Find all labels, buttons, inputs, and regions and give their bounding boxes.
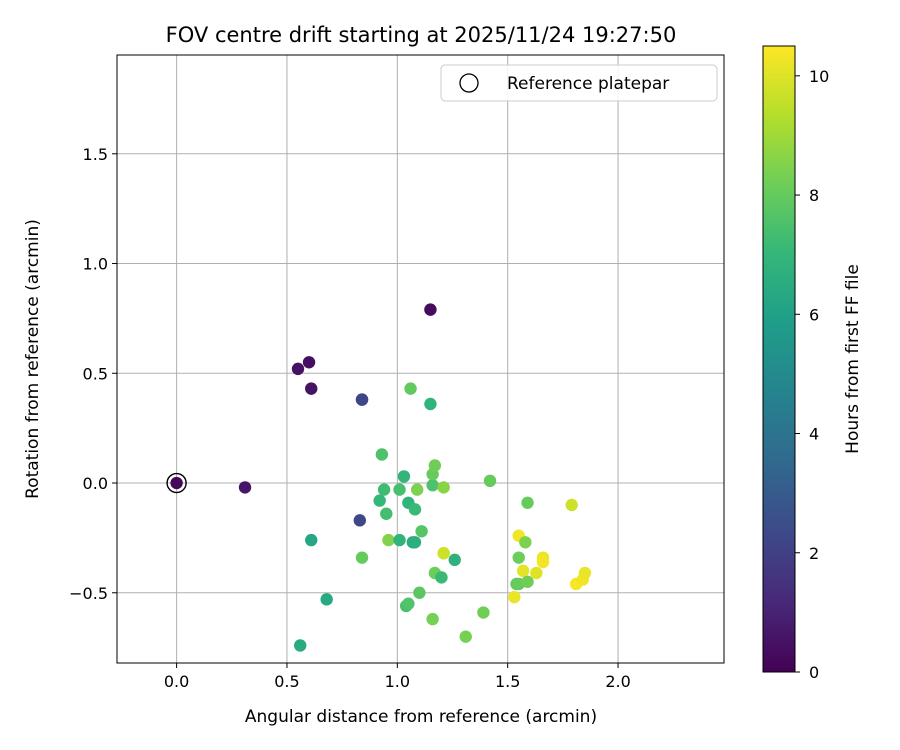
- data-point: [291, 362, 305, 376]
- colorbar-tick-label: 10: [809, 67, 829, 86]
- data-point: [410, 483, 424, 496]
- colorbar-tick-label: 4: [809, 425, 819, 444]
- data-point: [508, 590, 521, 604]
- data-point: [402, 597, 415, 610]
- data-point: [512, 551, 525, 564]
- legend-label-reference: Reference platepar: [507, 74, 669, 94]
- data-point: [448, 553, 461, 567]
- data-point: [355, 393, 369, 406]
- data-point: [424, 303, 437, 316]
- legend-marker-reference: [459, 73, 479, 93]
- data-point: [516, 564, 530, 578]
- data-point: [426, 479, 439, 492]
- data-point: [238, 481, 252, 494]
- data-point: [380, 507, 393, 520]
- legend-box: [440, 64, 718, 102]
- chart-title: FOV centre drift starting at 2025/11/24 …: [166, 23, 677, 47]
- data-point: [413, 586, 426, 599]
- y-tick-label: 1.0: [83, 255, 108, 274]
- y-tick-label: 0.5: [83, 364, 108, 383]
- colorbar: [762, 45, 796, 673]
- data-point: [426, 612, 439, 626]
- data-point: [375, 448, 389, 461]
- data-point: [404, 382, 417, 395]
- data-point: [320, 593, 333, 606]
- data-point: [459, 630, 472, 643]
- colorbar-tick-label: 2: [809, 544, 819, 563]
- data-point: [302, 356, 316, 369]
- scatter-points: [166, 303, 592, 652]
- data-point: [521, 496, 534, 509]
- data-point: [519, 536, 532, 549]
- data-point: [435, 571, 448, 584]
- legend: Reference platepar: [440, 64, 718, 102]
- colorbar-tick-label: 6: [809, 305, 819, 324]
- data-point: [373, 494, 386, 507]
- x-tick-label: 2.0: [605, 672, 630, 691]
- data-point: [382, 533, 395, 547]
- data-point: [353, 514, 366, 527]
- data-point: [415, 525, 428, 538]
- data-point: [393, 533, 406, 547]
- y-tick-label: 0.0: [83, 474, 108, 493]
- data-point: [483, 474, 497, 488]
- plot-frame: [116, 54, 725, 664]
- data-point: [408, 503, 422, 516]
- data-point: [408, 536, 422, 549]
- data-point: [170, 476, 183, 490]
- axes: 0.0 0.5 1.0 1.5 2.0 −0.5 0.0 0.5 1.0 1.5: [69, 145, 631, 691]
- data-point: [305, 533, 318, 547]
- data-point: [428, 459, 442, 472]
- x-axis-title: Angular distance from reference (arcmin): [245, 707, 597, 727]
- data-point: [565, 498, 578, 512]
- data-point: [578, 566, 592, 580]
- data-point: [437, 547, 450, 560]
- data-point: [305, 382, 318, 395]
- data-point: [437, 481, 450, 494]
- y-tick-label: −0.5: [69, 584, 108, 603]
- data-point: [530, 566, 543, 580]
- colorbar-tick-label: 8: [809, 186, 819, 205]
- data-point: [424, 397, 437, 411]
- data-point: [536, 555, 550, 569]
- data-point: [397, 470, 411, 483]
- data-point: [294, 639, 307, 652]
- data-point: [393, 483, 406, 496]
- x-tick-label: 1.5: [495, 672, 520, 691]
- x-tick-label: 0.0: [164, 672, 189, 691]
- x-tick-label: 0.5: [274, 672, 299, 691]
- y-tick-label: 1.5: [83, 145, 108, 164]
- y-axis-title: Rotation from reference (arcmin): [23, 219, 43, 499]
- colorbar-ticks: 0 2 4 6 8 10: [795, 67, 829, 682]
- colorbar-label: Hours from first FF file: [843, 264, 863, 454]
- data-point: [377, 483, 391, 496]
- data-point: [521, 575, 534, 588]
- reference-platepar-marker: [166, 472, 187, 494]
- data-point: [477, 606, 490, 619]
- x-tick-label: 1.0: [385, 672, 410, 691]
- data-point: [355, 551, 369, 564]
- colorbar-tick-label: 0: [809, 663, 819, 682]
